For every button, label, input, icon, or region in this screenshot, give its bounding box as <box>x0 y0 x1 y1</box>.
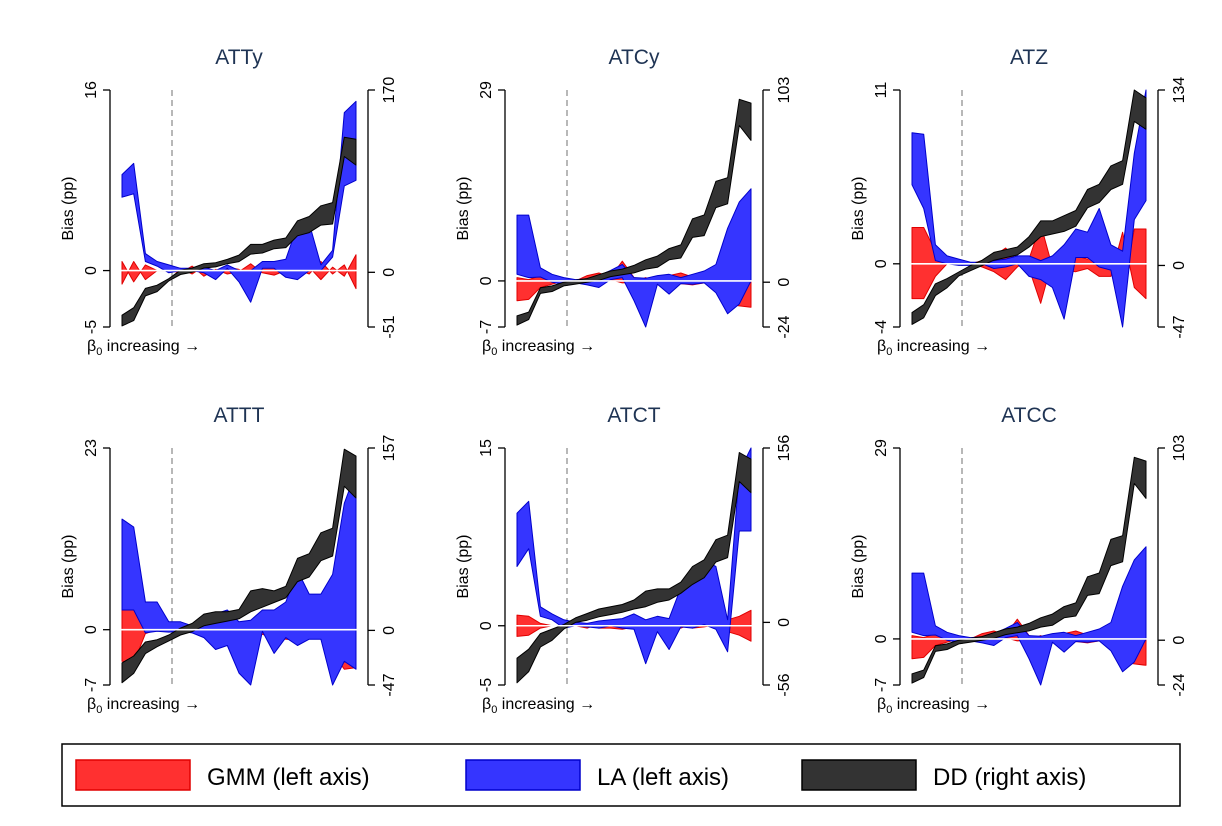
right-tick-label: 0 <box>381 268 398 277</box>
right-tick-label: -24 <box>1171 673 1188 696</box>
legend-label-gmm: GMM (left axis) <box>207 764 370 791</box>
y-axis-label: Bias (pp) <box>850 176 867 240</box>
x-axis-note: β0 increasing → <box>482 696 595 716</box>
x-axis-note: β0 increasing → <box>482 338 595 358</box>
legend-swatch-dd <box>801 759 917 791</box>
left-tick-label: 0 <box>873 634 890 643</box>
panel-atcc: 29 0 -7 103 0 -24 ATCC Bias (pp) β0 increasing → <box>850 404 1188 716</box>
left-tick-label: -7 <box>873 678 890 692</box>
band-la <box>516 188 752 328</box>
left-tick-label: 0 <box>478 621 495 630</box>
legend-label-la: LA (left axis) <box>597 764 729 791</box>
panel-attt: 23 0 -7 157 0 -47 ATTT Bias (pp) β0 increasing → <box>60 404 398 716</box>
right-tick-label: 157 <box>381 435 398 462</box>
left-tick-label: 0 <box>83 625 100 634</box>
left-tick-label: -7 <box>478 320 495 334</box>
band-dd <box>911 456 1147 684</box>
panel-atty: 16 0 -5 170 0 -51 ATTy Bias (pp) β0 increasing → <box>60 46 398 358</box>
y-axis-label: Bias (pp) <box>60 176 77 240</box>
right-tick-label: -47 <box>1171 315 1188 338</box>
right-tick-label: -47 <box>381 673 398 696</box>
band-la <box>121 471 357 686</box>
x-axis-note: β0 increasing → <box>877 696 990 716</box>
panel-title: ATTT <box>214 404 265 427</box>
right-tick-label: 156 <box>776 435 793 462</box>
right-tick-label: 0 <box>776 278 793 287</box>
left-tick-label: 29 <box>478 81 495 99</box>
panel-title: ATTy <box>215 46 263 69</box>
panel-title: ATCC <box>1001 404 1057 427</box>
right-tick-label: 170 <box>381 77 398 104</box>
left-tick-label: 16 <box>83 81 100 99</box>
right-tick-label: 103 <box>1171 435 1188 462</box>
left-tick-label: 29 <box>873 439 890 457</box>
band-dd <box>516 98 752 326</box>
band-la <box>911 546 1147 686</box>
band-dd <box>911 89 1147 325</box>
y-axis-label: Bias (pp) <box>850 534 867 598</box>
panel-title: ATZ <box>1010 46 1048 69</box>
left-tick-label: 23 <box>83 439 100 457</box>
right-tick-label: 0 <box>381 626 398 635</box>
left-tick-label: -4 <box>873 320 890 334</box>
y-axis-label: Bias (pp) <box>60 534 77 598</box>
left-tick-label: 0 <box>478 276 495 285</box>
right-tick-label: 0 <box>776 618 793 627</box>
band-dd <box>121 448 357 684</box>
y-axis-label: Bias (pp) <box>455 534 472 598</box>
right-tick-label: 0 <box>1171 636 1188 645</box>
legend-swatch-la <box>465 759 581 791</box>
right-tick-label: -56 <box>776 673 793 696</box>
left-tick-label: -5 <box>83 320 100 334</box>
right-tick-label: 103 <box>776 77 793 104</box>
left-tick-label: 0 <box>83 266 100 275</box>
legend-swatch-gmm <box>75 759 191 791</box>
band-la <box>911 89 1147 328</box>
y-axis-label: Bias (pp) <box>455 176 472 240</box>
panel-atcy: 29 0 -7 103 0 -24 ATCy Bias (pp) β0 increasing → <box>455 46 793 358</box>
panel-atct: 15 0 -5 156 0 -56 ATCT Bias (pp) β0 increasing → <box>455 404 793 716</box>
left-tick-label: 15 <box>478 439 495 457</box>
x-axis-note: β0 increasing → <box>87 696 200 716</box>
left-tick-label: -7 <box>83 678 100 692</box>
band-la <box>516 447 752 665</box>
x-axis-note: β0 increasing → <box>877 338 990 358</box>
band-dd <box>121 136 357 327</box>
legend-label-dd: DD (right axis) <box>933 764 1086 791</box>
legend-frame <box>61 743 1181 807</box>
band-dd <box>516 452 752 684</box>
panel-title: ATCT <box>607 404 660 427</box>
panel-atz: 11 0 -4 134 0 -47 ATZ Bias (pp) β0 increasing → <box>850 46 1188 358</box>
left-tick-label: 11 <box>873 82 890 99</box>
right-tick-label: -24 <box>776 315 793 338</box>
right-tick-label: 134 <box>1171 77 1188 104</box>
right-tick-label: 0 <box>1171 261 1188 270</box>
x-axis-note: β0 increasing → <box>87 338 200 358</box>
left-tick-label: -5 <box>478 678 495 692</box>
panels-group: 16 0 -5 170 0 -51 ATTy Bias (pp) β0 increasing →… <box>60 46 1188 716</box>
panel-title: ATCy <box>609 46 660 69</box>
legend: GMM (left axis) LA (left axis) DD (right… <box>61 743 1181 807</box>
left-tick-label: 0 <box>873 259 890 268</box>
right-tick-label: -51 <box>381 315 398 338</box>
